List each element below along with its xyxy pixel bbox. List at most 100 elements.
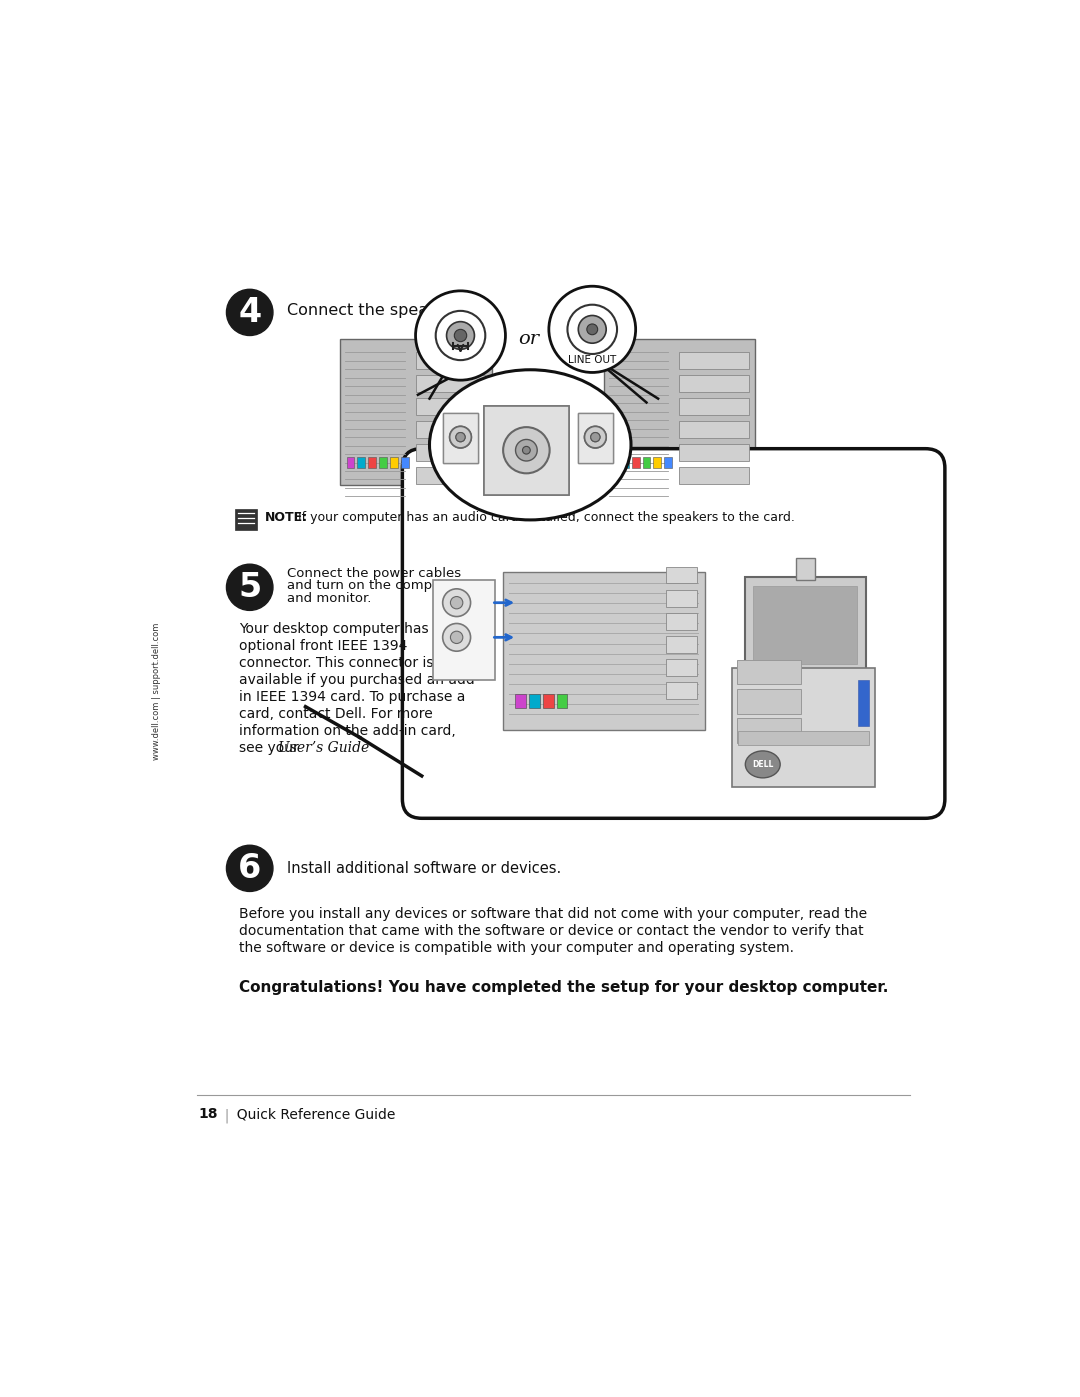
FancyBboxPatch shape [484,407,569,495]
Ellipse shape [745,752,780,778]
FancyBboxPatch shape [515,694,526,708]
FancyBboxPatch shape [416,420,485,437]
FancyBboxPatch shape [357,457,365,468]
Text: DELL: DELL [752,760,773,768]
Circle shape [450,631,463,644]
Text: information on the add-in card,: information on the add-in card, [239,724,456,738]
Circle shape [523,447,530,454]
Circle shape [584,426,606,448]
Text: the software or device is compatible with your computer and operating system.: the software or device is compatible wit… [239,940,794,954]
FancyBboxPatch shape [416,352,485,369]
Text: If your computer has an audio card installed, connect the speakers to the card.: If your computer has an audio card insta… [294,511,795,524]
FancyBboxPatch shape [235,509,257,531]
FancyBboxPatch shape [444,412,478,462]
Circle shape [443,588,471,616]
FancyBboxPatch shape [416,444,485,461]
FancyBboxPatch shape [368,457,376,468]
FancyBboxPatch shape [653,457,661,468]
Circle shape [227,289,273,335]
Circle shape [449,426,471,448]
Text: Congratulations! You have completed the setup for your desktop computer.: Congratulations! You have completed the … [239,979,888,995]
Text: Connect the power cables: Connect the power cables [287,567,461,580]
FancyBboxPatch shape [781,591,831,601]
Text: documentation that came with the software or device or contact the vendor to ver: documentation that came with the softwar… [239,923,864,937]
Text: User’s Guide: User’s Guide [278,740,369,754]
Ellipse shape [430,370,631,520]
Circle shape [584,426,606,448]
Circle shape [227,845,273,891]
FancyBboxPatch shape [679,420,748,437]
FancyBboxPatch shape [666,682,697,698]
Circle shape [503,427,550,474]
Text: optional front IEEE 1394: optional front IEEE 1394 [239,638,407,652]
Circle shape [515,440,537,461]
Circle shape [515,440,537,461]
Circle shape [523,447,530,454]
FancyBboxPatch shape [666,590,697,606]
Text: Quick Reference Guide: Quick Reference Guide [228,1106,395,1120]
Circle shape [456,433,465,441]
FancyBboxPatch shape [738,731,869,745]
Circle shape [443,623,471,651]
Text: 5: 5 [238,571,261,604]
Text: 6: 6 [238,852,261,884]
FancyBboxPatch shape [416,398,485,415]
FancyBboxPatch shape [610,457,618,468]
FancyBboxPatch shape [604,338,755,485]
Circle shape [578,316,606,344]
FancyBboxPatch shape [679,467,748,485]
Text: or: or [518,330,539,348]
Circle shape [567,305,617,353]
Circle shape [586,324,597,335]
FancyBboxPatch shape [666,613,697,630]
FancyBboxPatch shape [666,636,697,652]
FancyBboxPatch shape [403,448,945,819]
Text: 4: 4 [238,296,261,328]
Circle shape [450,597,463,609]
FancyBboxPatch shape [738,659,800,685]
Circle shape [227,564,273,610]
Text: available if you purchased an add-: available if you purchased an add- [239,673,480,687]
Circle shape [503,427,550,474]
FancyBboxPatch shape [390,457,397,468]
Circle shape [435,312,485,360]
Text: |: | [216,1109,229,1123]
FancyBboxPatch shape [859,680,869,726]
Circle shape [549,286,636,373]
FancyBboxPatch shape [745,577,866,675]
FancyBboxPatch shape [679,444,748,461]
Text: card, contact Dell. For more: card, contact Dell. For more [239,707,433,721]
FancyBboxPatch shape [632,457,639,468]
FancyBboxPatch shape [578,412,613,462]
FancyBboxPatch shape [416,467,485,485]
FancyBboxPatch shape [503,571,704,729]
Text: Connect the speakers.: Connect the speakers. [287,303,467,319]
FancyBboxPatch shape [347,457,354,468]
Circle shape [446,321,474,349]
FancyBboxPatch shape [679,352,748,369]
Text: and monitor.: and monitor. [287,591,372,605]
Text: Before you install any devices or software that did not come with your computer,: Before you install any devices or softwa… [239,907,867,921]
Text: Your desktop computer has an: Your desktop computer has an [239,622,450,636]
Circle shape [455,330,467,342]
FancyBboxPatch shape [664,457,672,468]
FancyBboxPatch shape [796,557,814,580]
Circle shape [449,426,471,448]
FancyBboxPatch shape [666,659,697,676]
FancyBboxPatch shape [444,412,478,462]
FancyBboxPatch shape [379,457,387,468]
Circle shape [591,433,600,441]
Text: connector. This connector is only: connector. This connector is only [239,655,468,669]
FancyBboxPatch shape [679,374,748,391]
Text: LINE OUT: LINE OUT [568,355,617,365]
Text: Install additional software or devices.: Install additional software or devices. [287,861,562,876]
Circle shape [456,433,465,441]
FancyBboxPatch shape [738,689,800,714]
FancyBboxPatch shape [401,457,408,468]
FancyBboxPatch shape [754,585,858,665]
FancyBboxPatch shape [738,718,800,743]
Circle shape [591,433,600,441]
FancyBboxPatch shape [621,457,629,468]
FancyBboxPatch shape [666,567,697,584]
Text: see your: see your [239,740,303,754]
